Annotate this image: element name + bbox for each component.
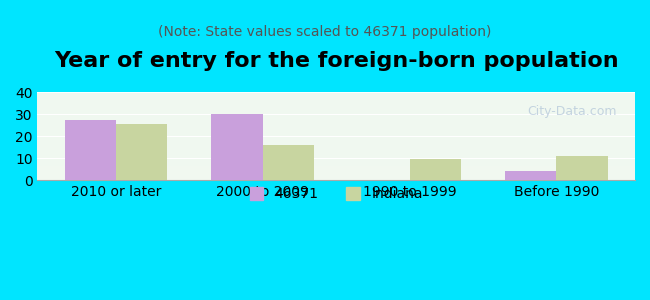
Text: (Note: State values scaled to 46371 population): (Note: State values scaled to 46371 popu… — [159, 25, 491, 39]
Bar — [505, 171, 556, 180]
Title: Year of entry for the foreign-born population: Year of entry for the foreign-born popul… — [54, 51, 619, 71]
Legend: 46371, Indiana: 46371, Indiana — [244, 182, 428, 207]
Bar — [211, 115, 263, 180]
Bar — [64, 120, 116, 180]
Text: City-Data.com: City-Data.com — [528, 105, 617, 118]
Bar — [116, 124, 168, 180]
Bar — [410, 159, 461, 180]
Bar — [556, 156, 608, 180]
Bar — [263, 145, 314, 180]
